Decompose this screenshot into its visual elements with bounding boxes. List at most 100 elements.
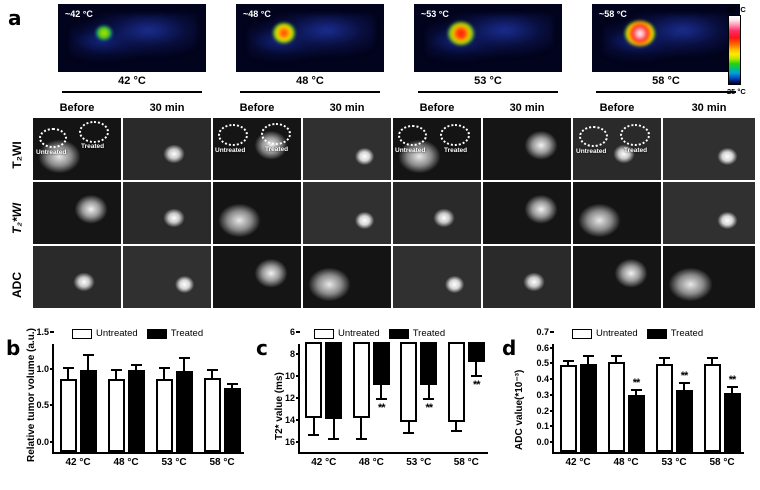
- roi-label-treated: Treated: [265, 146, 289, 153]
- roi-treated-circle: [261, 123, 291, 145]
- mri-scan-content: [663, 246, 755, 308]
- roi-label-untreated: Untreated: [576, 148, 607, 155]
- bar-plot-c-58-treated: [467, 342, 485, 362]
- panel-d-legend: Untreated Treated: [572, 328, 703, 339]
- ytick-plot-b-0: 0.0: [36, 437, 54, 447]
- errorbar-shaft: [332, 419, 335, 440]
- bar-plot-d-53-treated: [675, 390, 693, 452]
- legend-swatch-untreated: [314, 328, 334, 339]
- mri-scan-content: [663, 182, 755, 244]
- ytick-plot-c-3: 10: [285, 371, 300, 381]
- colorbar-max-label: 60 °C: [727, 5, 746, 14]
- group-rule-42c: [62, 91, 202, 93]
- mri-row-label-t2wi: T₂WI: [10, 140, 24, 170]
- significance-marker: **: [680, 369, 689, 382]
- mri-col-header-30min-2: 30 min: [329, 102, 365, 114]
- group-rule-48c: [240, 91, 380, 93]
- mri-scan-content: [663, 118, 755, 180]
- mri-image-grid: Before 30 min Before 30 min Before 30 mi…: [0, 100, 760, 322]
- thermal-body-heat: [603, 13, 732, 63]
- thermal-hotspot-48c: [273, 23, 295, 44]
- ytick-plot-c-0: 16: [285, 437, 300, 447]
- errorbar-shaft: [211, 370, 213, 378]
- mri-cell-t2wi-before-1: Untreated Treated: [33, 118, 121, 180]
- significance-marker: **: [472, 379, 481, 392]
- bar-plot-b-53-treated: [175, 370, 193, 452]
- mri-col-header-before-2: Before: [239, 102, 275, 114]
- mri-col-header-before-4: Before: [599, 102, 635, 114]
- legend-swatch-treated: [388, 328, 409, 339]
- mri-cell-t2starwi-before-4: [573, 182, 661, 244]
- thermal-caption-42c: 42 °C: [118, 75, 146, 87]
- panel-letter-c: c: [256, 336, 268, 360]
- errorbar-cap: [562, 359, 574, 362]
- xtick-plot-c-3: 58 °C: [453, 457, 479, 468]
- mri-cell-adc-before-2: [213, 246, 301, 308]
- mri-cell-adc-30min-4: [663, 246, 755, 308]
- mri-cell-t2starwi-30min-3: [483, 182, 571, 244]
- mri-scan-content: [123, 118, 211, 180]
- thermal-overlay-label-58c: ~58 °C: [599, 9, 627, 19]
- thermal-group-42c: ~42 °C 42 °C: [58, 4, 206, 93]
- bar-plot-c-58-untreated: [447, 342, 465, 423]
- errorbar-shaft: [455, 422, 458, 433]
- bar-plot-b-48-untreated: [107, 378, 125, 452]
- thermal-hotspot-53c: [448, 21, 475, 45]
- roi-untreated-circle: [579, 126, 608, 147]
- thermal-group-53c: ~53 °C 53 °C: [414, 4, 562, 93]
- errorbar-cap: [450, 430, 462, 433]
- panel-c-ylabel-text: T2* value (ms): [274, 372, 285, 440]
- bar-plot-d-58-treated: [723, 393, 741, 452]
- roi-label-untreated: Untreated: [36, 149, 67, 156]
- errorbar-cap: [206, 368, 218, 371]
- errorbar-cap: [328, 437, 340, 440]
- bar-plot-d-58-untreated: [703, 363, 721, 452]
- bar-plot-c-48-untreated: [352, 342, 370, 419]
- panel-c-legend: Untreated Treated: [314, 328, 445, 339]
- thermal-hotspot-58c: [624, 21, 655, 46]
- panel-d-ylabel: ADC value(*10⁻³): [514, 370, 525, 450]
- significance-marker: **: [377, 402, 386, 415]
- mri-scan-content: [123, 246, 211, 308]
- ytick-plot-b-3: 1.5: [36, 327, 54, 337]
- errorbar-shaft: [163, 369, 165, 379]
- bar-plot-c-53-treated: [420, 342, 438, 385]
- mri-cell-t2wi-30min-2: [303, 118, 391, 180]
- mri-col-header-30min-4: 30 min: [691, 102, 727, 114]
- errorbar-shaft: [67, 369, 69, 379]
- errorbar-cap: [726, 386, 738, 389]
- mri-cell-adc-before-1: [33, 246, 121, 308]
- ytick-plot-d-7: 0.7: [536, 327, 554, 337]
- panel-d-plot-area: 0.0 0.1 0.2 0.3 0.4 0.5 0.6 0.7 42 °C ** 48 °C ** 53…: [536, 327, 744, 468]
- panel-b-legend: Untreated Treated: [72, 328, 203, 339]
- roi-untreated-circle: [398, 125, 427, 146]
- thermal-body-heat: [425, 13, 554, 63]
- errorbar-shaft: [711, 359, 713, 364]
- errorbar-cap: [110, 368, 122, 371]
- thermal-body-heat: [247, 13, 376, 63]
- errorbar-shaft: [615, 357, 617, 363]
- row-label-text-adc: ADC: [10, 272, 24, 298]
- mri-scan-content: [33, 246, 121, 308]
- colorbar-min-label: 25 °C: [727, 87, 746, 96]
- mri-col-header-before-3: Before: [419, 102, 455, 114]
- thermal-caption-48c: 48 °C: [296, 75, 324, 87]
- ytick-plot-d-4: 0.4: [536, 374, 554, 384]
- panel-d-adc-value-chart: d ADC value(*10⁻³) Untreated Treated 0.0…: [496, 322, 760, 490]
- panel-letter-d: d: [502, 336, 517, 360]
- mri-scan-content: [303, 118, 391, 180]
- ytick-plot-d-6: 0.6: [536, 343, 554, 353]
- group-rule-58c: [596, 91, 736, 93]
- errorbar-cap: [630, 389, 642, 392]
- mri-scan-content: [123, 182, 211, 244]
- ytick-plot-c-4: 8: [290, 349, 300, 359]
- ytick-plot-d-5: 0.5: [536, 358, 554, 368]
- mri-scan-content: [213, 182, 301, 244]
- errorbar-cap: [158, 367, 170, 370]
- mri-col-header-before-1: Before: [59, 102, 95, 114]
- row-label-text-t2starwi: T₂*WI: [10, 202, 24, 234]
- errorbar-cap: [582, 355, 594, 358]
- bar-plot-b-42-treated: [79, 369, 97, 452]
- roi-label-treated: Treated: [444, 147, 468, 154]
- mri-cell-t2wi-30min-3: [483, 118, 571, 180]
